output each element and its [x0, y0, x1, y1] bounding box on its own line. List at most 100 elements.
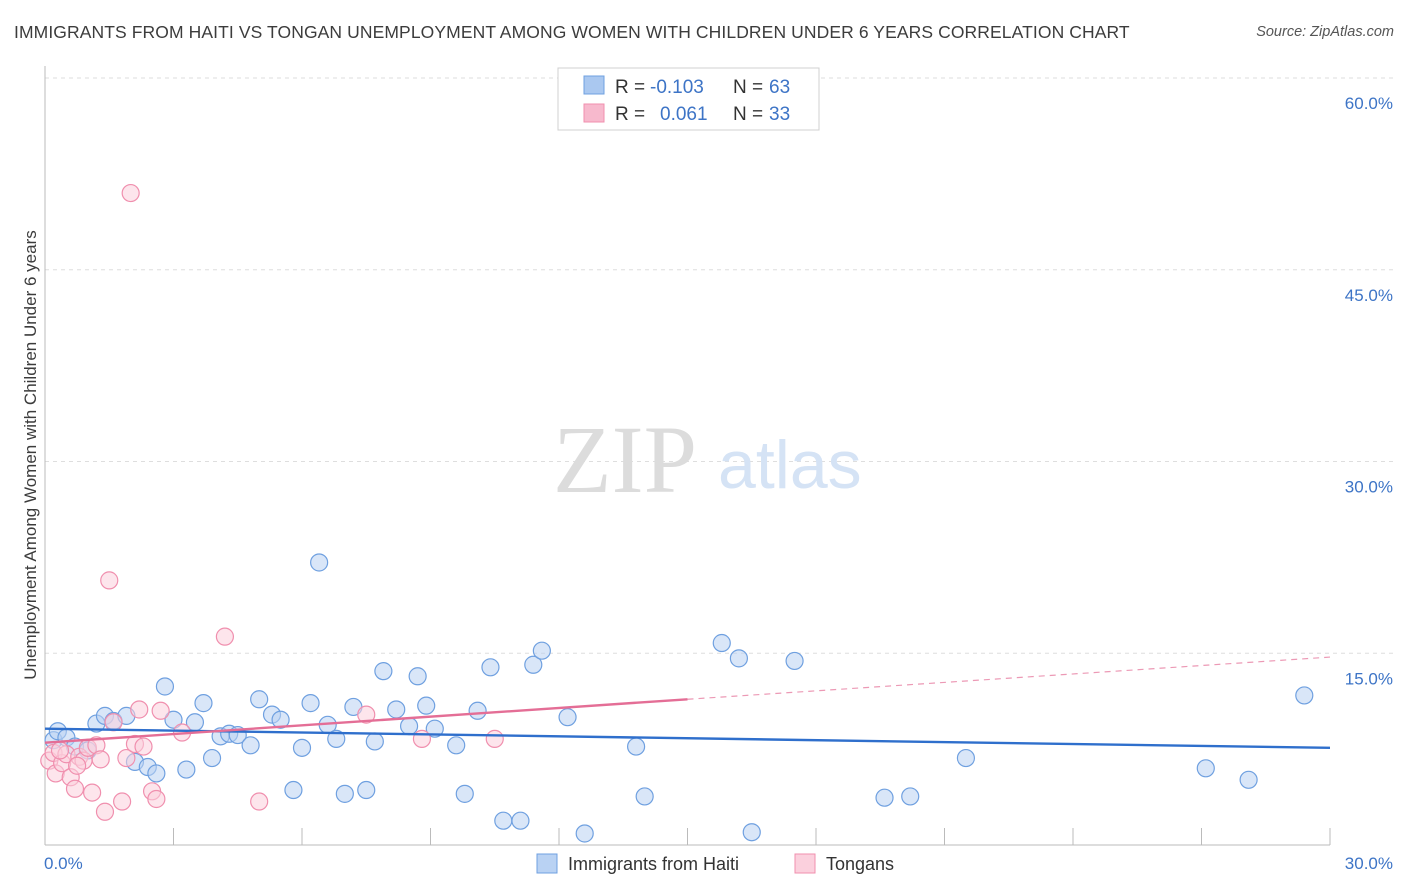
point-haiti: [455, 784, 474, 803]
point-haiti: [365, 732, 384, 751]
point-tongans: [215, 627, 234, 646]
point-tongans: [117, 748, 136, 768]
series-legend-swatch-tongans: [794, 853, 816, 874]
grid-lines: [45, 77, 1393, 654]
point-haiti: [1196, 759, 1215, 778]
data-points: [40, 183, 1314, 843]
axes: [44, 66, 1331, 846]
x-tick-labels: 0.0% 30.0%: [44, 854, 1393, 873]
y-tick-label: 60.0%: [1345, 94, 1393, 113]
point-haiti: [357, 780, 376, 800]
point-haiti: [447, 736, 466, 755]
series-legend: Immigrants from Haiti Tongans: [536, 853, 894, 874]
legend-swatch-haiti: [583, 75, 605, 95]
trend-line-tongans: [44, 698, 688, 744]
point-tongans: [134, 737, 153, 756]
point-haiti: [155, 677, 175, 696]
point-tongans: [147, 789, 166, 809]
point-tongans: [121, 183, 140, 203]
point-tongans: [357, 705, 376, 724]
point-haiti: [147, 764, 166, 783]
point-haiti: [301, 694, 320, 713]
point-haiti: [310, 553, 329, 572]
point-haiti: [164, 710, 183, 729]
legend-r-value-tongans: 0.061: [660, 104, 708, 125]
point-haiti: [387, 700, 406, 719]
point-tongans: [112, 792, 132, 811]
point-haiti: [202, 748, 222, 768]
x-tick-label-min: 0.0%: [44, 854, 83, 873]
point-haiti: [742, 823, 761, 842]
point-haiti: [327, 729, 346, 748]
watermark-zip: ZIP: [553, 406, 697, 513]
source-label: Source: ZipAtlas.com: [1256, 24, 1394, 40]
point-haiti: [292, 738, 312, 757]
point-haiti: [241, 736, 260, 755]
point-haiti: [335, 784, 354, 803]
point-tongans: [100, 571, 119, 590]
legend-swatch-tongans: [583, 103, 605, 123]
y-tick-labels: 15.0% 30.0% 45.0% 60.0%: [1345, 94, 1393, 688]
point-haiti: [494, 811, 513, 830]
point-haiti: [399, 717, 419, 736]
point-tongans: [68, 756, 87, 775]
point-haiti: [408, 667, 427, 686]
point-tongans: [95, 802, 115, 821]
point-tongans: [104, 713, 123, 732]
series-legend-swatch-haiti: [536, 853, 558, 874]
watermark: ZIP atlas: [553, 406, 862, 513]
y-tick-label: 15.0%: [1345, 669, 1393, 688]
point-tongans: [151, 701, 170, 720]
point-haiti: [956, 748, 976, 768]
legend-r-label-tongans: R =: [615, 104, 645, 125]
point-tongans: [485, 729, 504, 748]
correlation-legend: R = -0.103 N = 63 R = 0.061 N = 33: [557, 67, 820, 131]
point-haiti: [575, 824, 594, 843]
point-haiti: [532, 641, 551, 660]
point-tongans: [83, 783, 102, 802]
watermark-atlas: atlas: [718, 427, 862, 503]
legend-n-label-tongans: N =: [733, 104, 763, 125]
point-haiti: [177, 760, 196, 779]
point-tongans: [412, 729, 432, 748]
point-haiti: [425, 719, 444, 738]
point-haiti: [1295, 686, 1314, 705]
point-tongans: [250, 792, 269, 811]
y-tick-label: 30.0%: [1345, 478, 1393, 497]
point-haiti: [558, 708, 577, 727]
y-tick-label: 45.0%: [1345, 286, 1393, 305]
point-haiti: [271, 710, 290, 729]
point-haiti: [374, 662, 393, 681]
point-haiti: [284, 780, 303, 800]
series-legend-label-tongans: Tongans: [826, 854, 894, 874]
point-haiti: [635, 787, 654, 806]
point-haiti: [901, 787, 920, 806]
point-haiti: [524, 655, 543, 674]
legend-n-value-tongans: 33: [769, 104, 790, 125]
point-haiti: [194, 694, 213, 713]
point-tongans: [50, 741, 70, 760]
trend-line-haiti: [44, 727, 1331, 750]
point-tongans: [91, 750, 110, 769]
point-haiti: [712, 633, 731, 653]
chart-title: IMMIGRANTS FROM HAITI VS TONGAN UNEMPLOY…: [14, 22, 1130, 42]
point-haiti: [875, 788, 894, 807]
legend-n-value-haiti: 63: [769, 77, 790, 98]
legend-r-value-haiti: -0.103: [650, 77, 704, 98]
point-haiti: [785, 651, 804, 671]
series-legend-label-haiti: Immigrants from Haiti: [568, 854, 739, 874]
legend-n-label-haiti: N =: [733, 77, 763, 98]
trend-extension-tongans: [687, 656, 1331, 700]
point-haiti: [626, 737, 646, 756]
point-haiti: [468, 701, 487, 720]
point-haiti: [481, 658, 500, 677]
x-tick-label-max: 30.0%: [1345, 854, 1393, 873]
legend-r-label-haiti: R =: [615, 77, 645, 98]
point-haiti: [250, 690, 269, 709]
point-haiti: [511, 811, 530, 830]
point-haiti: [1239, 770, 1258, 789]
trend-lines: [44, 656, 1331, 750]
y-axis-label: Unemployment Among Women with Children U…: [21, 230, 40, 679]
point-tongans: [65, 779, 85, 798]
